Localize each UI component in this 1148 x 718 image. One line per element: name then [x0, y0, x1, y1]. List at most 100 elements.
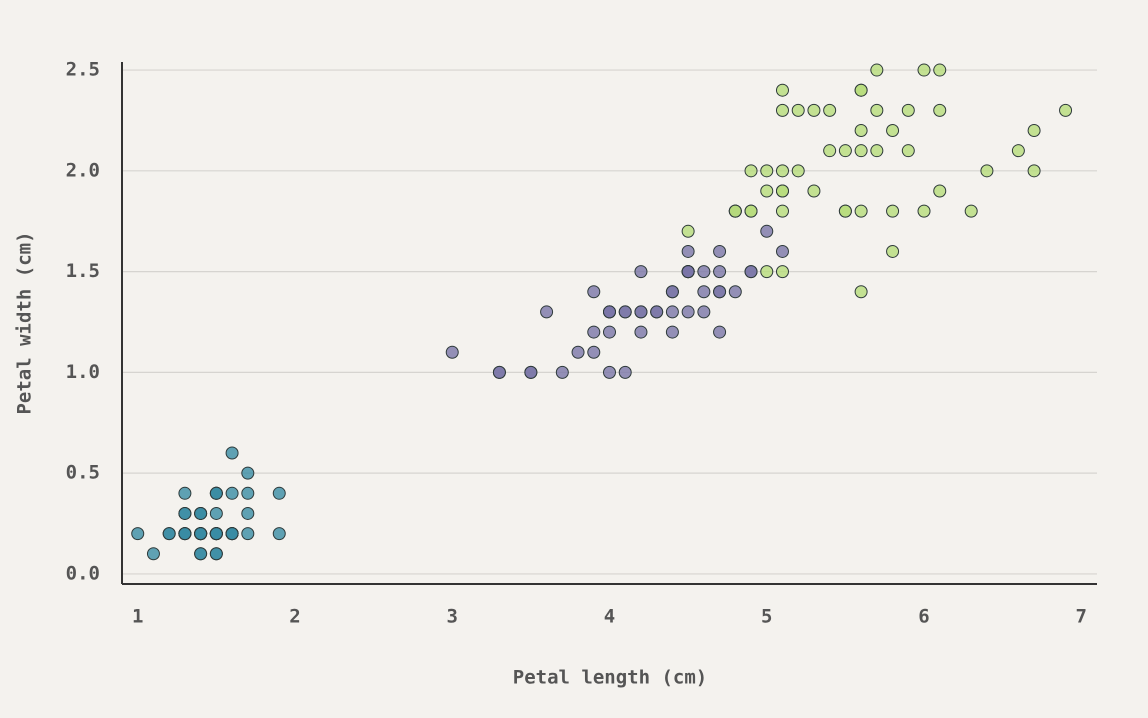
point: [681, 305, 695, 319]
y-tick-label: 2.0: [66, 159, 100, 181]
x-tick-label: 4: [604, 606, 615, 628]
point: [492, 365, 506, 379]
point: [162, 527, 176, 541]
x-tick-label: 7: [1076, 606, 1087, 628]
point: [178, 506, 192, 520]
point: [775, 184, 789, 198]
point: [587, 345, 601, 359]
point: [728, 204, 742, 218]
point: [933, 184, 947, 198]
x-tick-label: 6: [918, 606, 929, 628]
point: [272, 527, 286, 541]
point: [854, 83, 868, 97]
point: [744, 164, 758, 178]
point: [603, 365, 616, 379]
point: [194, 547, 208, 561]
point: [980, 164, 994, 178]
point: [681, 265, 695, 279]
point: [555, 365, 569, 379]
point: [775, 103, 789, 117]
point: [524, 365, 538, 379]
point: [225, 486, 239, 500]
y-tick-label: 1.0: [66, 361, 100, 383]
point: [917, 204, 931, 218]
point: [870, 63, 884, 77]
point: [854, 144, 868, 158]
point: [225, 527, 239, 541]
point: [807, 184, 821, 198]
point: [209, 506, 223, 520]
point: [241, 486, 255, 500]
point: [775, 164, 789, 178]
point: [854, 204, 868, 218]
point: [728, 285, 742, 299]
x-tick-label: 3: [447, 606, 458, 628]
point: [870, 103, 884, 117]
point: [618, 305, 632, 319]
point: [587, 285, 601, 299]
point: [665, 305, 679, 319]
point: [681, 224, 695, 238]
point: [760, 224, 774, 238]
point: [886, 244, 900, 258]
point: [241, 506, 255, 520]
x-tick-label: 5: [761, 606, 772, 628]
point: [445, 345, 459, 359]
point: [760, 265, 774, 279]
point: [886, 124, 900, 138]
point: [131, 527, 145, 541]
point: [838, 204, 852, 218]
point: [775, 244, 789, 258]
point: [650, 305, 664, 319]
point: [241, 527, 255, 541]
point: [775, 83, 789, 97]
point: [760, 164, 774, 178]
point: [697, 265, 711, 279]
point: [854, 285, 868, 299]
point: [209, 527, 223, 541]
point: [838, 144, 852, 158]
point: [744, 204, 758, 218]
point: [807, 103, 821, 117]
point: [1059, 103, 1073, 117]
point: [713, 244, 727, 258]
point: [775, 204, 789, 218]
y-tick-label: 0.0: [66, 562, 100, 584]
point: [791, 164, 805, 178]
point: [775, 265, 789, 279]
point: [634, 325, 648, 339]
point: [665, 325, 679, 339]
point: [933, 63, 947, 77]
point: [209, 547, 223, 561]
point: [823, 103, 837, 117]
point: [634, 305, 648, 319]
point: [194, 527, 208, 541]
point: [901, 103, 915, 117]
point: [587, 325, 601, 339]
point: [697, 285, 711, 299]
point: [603, 325, 616, 339]
y-tick-label: 0.5: [66, 462, 100, 484]
x-axis-label: Petal length (cm): [513, 667, 707, 689]
point: [209, 486, 223, 500]
y-axis-label: Petal width (cm): [14, 231, 36, 414]
point: [194, 506, 208, 520]
point: [665, 285, 679, 299]
point: [178, 527, 192, 541]
x-tick-label: 1: [132, 606, 143, 628]
point: [823, 144, 837, 158]
point: [886, 204, 900, 218]
point: [713, 325, 727, 339]
y-tick-label: 1.5: [66, 260, 100, 282]
point: [178, 486, 192, 500]
point: [681, 244, 695, 258]
point: [603, 305, 616, 319]
point: [634, 265, 648, 279]
point: [964, 204, 978, 218]
point: [870, 144, 884, 158]
point: [225, 446, 239, 460]
point: [618, 365, 632, 379]
point: [760, 184, 774, 198]
